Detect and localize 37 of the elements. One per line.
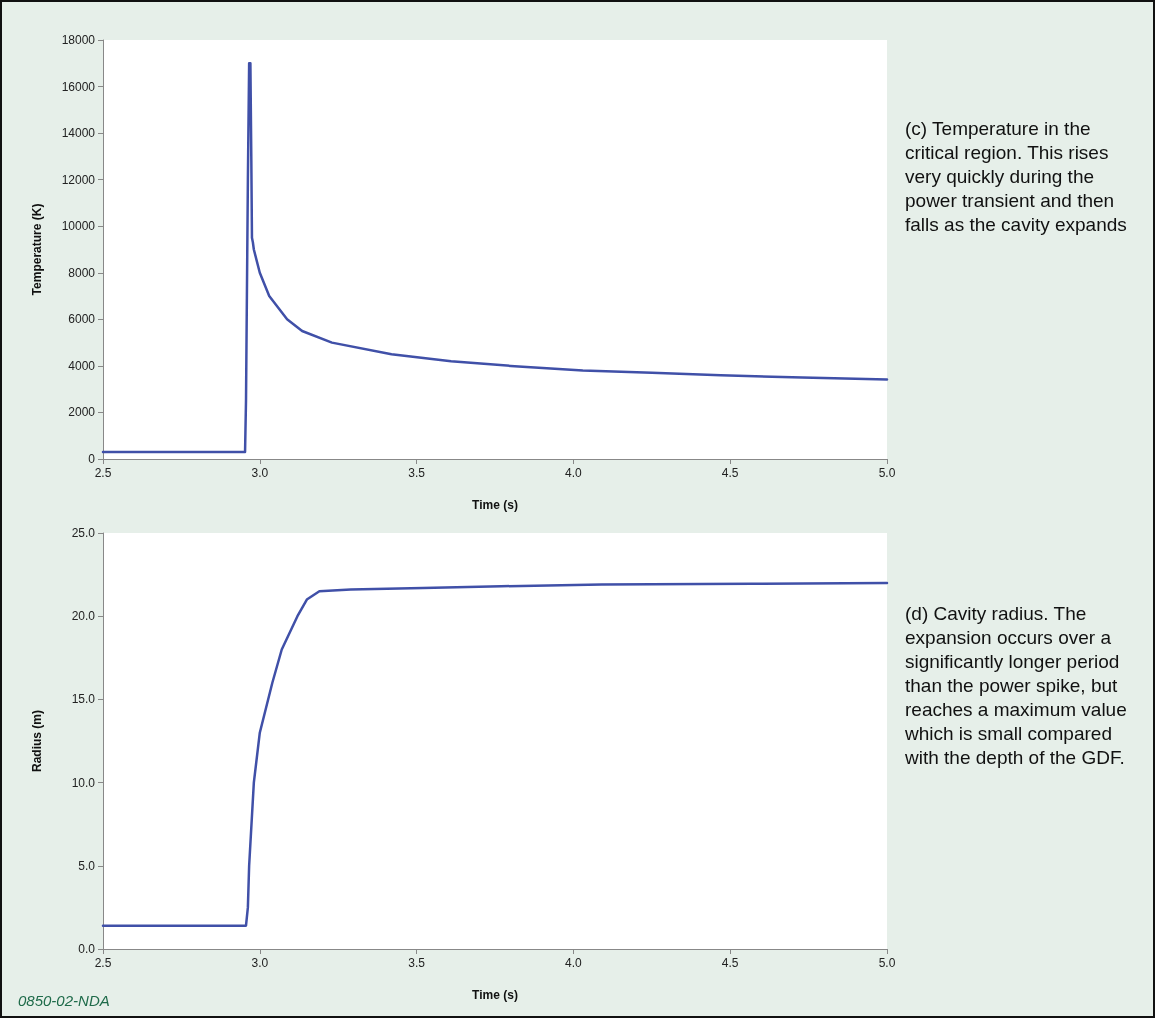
y-tick-label: 0.0: [78, 942, 96, 956]
y-axis-title: Radius (m): [30, 709, 44, 773]
x-tick-label: 4.5: [721, 956, 739, 970]
x-axis-title: Time (s): [472, 988, 518, 1002]
text: (c) Temperature in the critical region. This rises very quickly during the power transient and then falls as the cavity expands: [905, 117, 1128, 237]
y-tick-label: 4000: [68, 358, 96, 373]
y-tick-label: 5.0: [78, 858, 96, 873]
y-tick-label: 16000: [61, 79, 96, 94]
x-tick-label: 4.0: [565, 956, 583, 970]
x-tick-label: 5.0: [878, 956, 896, 970]
y-tick-label: 15.0: [71, 692, 96, 707]
x-tick-label: 2.5: [94, 466, 112, 480]
x-tick-label: 3.0: [251, 466, 269, 480]
y-tick-label: 25.0: [71, 526, 96, 540]
y-tick-label: 14000: [61, 126, 96, 141]
x-tick-label: 5.0: [878, 466, 896, 480]
x-tick-label: 3.5: [408, 466, 426, 480]
x-tick-label: 3.0: [251, 956, 269, 970]
y-tick-label: 8000: [68, 265, 96, 280]
x-axis-title: Time (s): [472, 498, 518, 512]
y-tick-label: 2000: [68, 405, 96, 420]
y-tick-label: 10.0: [71, 775, 96, 790]
y-tick-label: 18000: [61, 33, 96, 47]
y-tick-label: 10000: [61, 219, 96, 234]
line-series: [101, 581, 889, 927]
text: 0850-02-NDA: [18, 992, 110, 1009]
x-tick-label: 2.5: [94, 956, 112, 970]
x-tick-label: 4.0: [565, 466, 583, 480]
text: (d) Cavity radius. The expansion occurs over a significantly longer period than the power spike, but reaches a maximum value which is small compared with the depth of the GDF.: [905, 602, 1128, 770]
y-tick-label: 6000: [68, 312, 96, 327]
line-series: [101, 62, 889, 454]
x-tick-label: 4.5: [721, 466, 739, 480]
y-tick-label: 20.0: [71, 609, 96, 624]
y-tick-label: 12000: [61, 172, 96, 187]
x-tick-label: 3.5: [408, 956, 426, 970]
y-axis-title: Temperature (K): [30, 203, 44, 296]
y-tick-label: 0: [88, 452, 96, 466]
